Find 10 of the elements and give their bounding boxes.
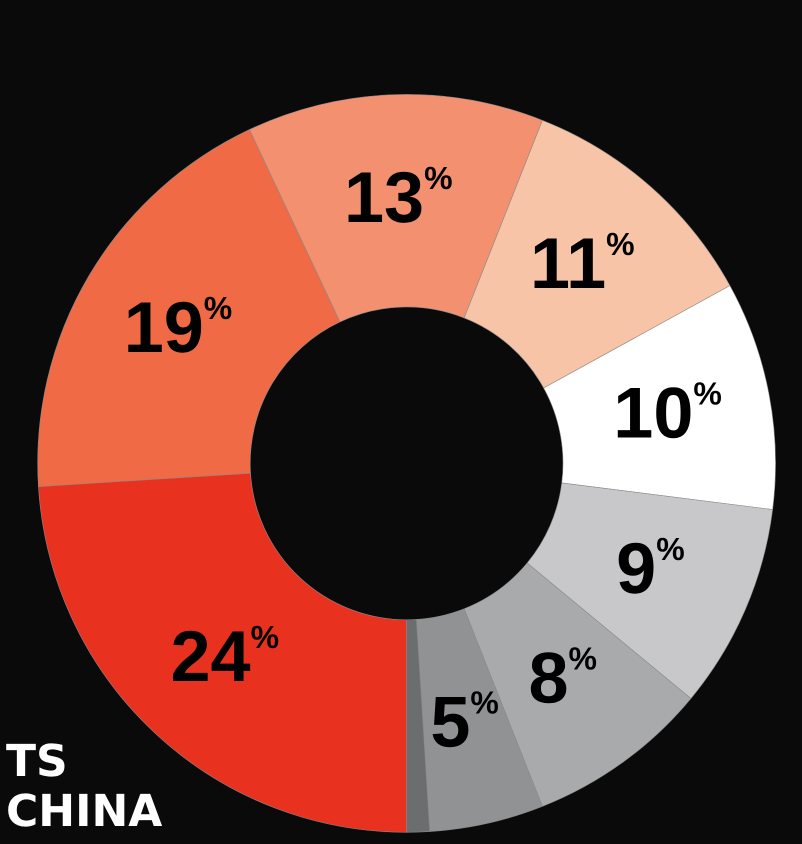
data-label: 24%: [170, 617, 280, 698]
data-label: 13%: [344, 158, 453, 238]
text: TS: [6, 736, 68, 787]
data-label: 11%: [530, 224, 635, 304]
data-label: 10%: [613, 374, 722, 454]
data-label: 5%: [430, 682, 499, 763]
data-label: 19%: [124, 288, 232, 368]
data-label: 8%: [528, 638, 598, 718]
data-label: 9%: [616, 528, 685, 609]
text: CHINA: [6, 786, 162, 837]
